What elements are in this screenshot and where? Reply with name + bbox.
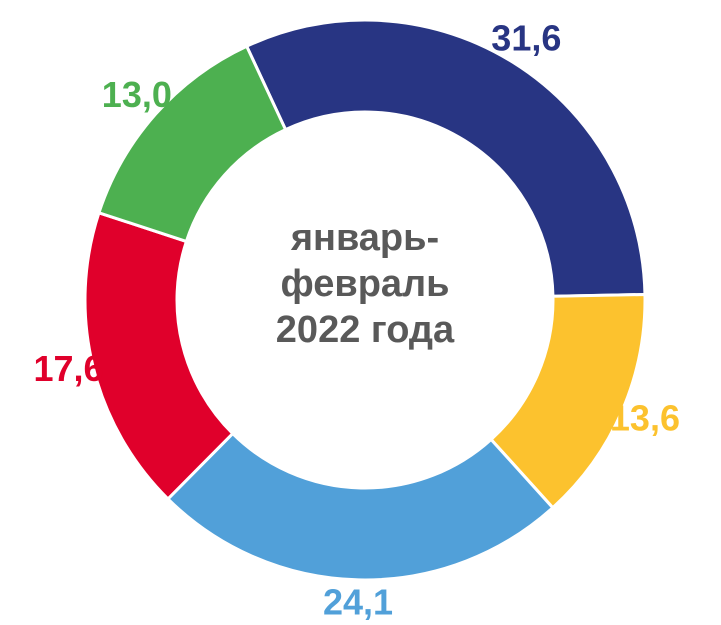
center-title: январь-февраль 2022 года (275, 217, 455, 351)
data-label: 13,6 (610, 398, 680, 439)
data-label: 17,6 (33, 348, 103, 389)
data-label: 24,1 (323, 581, 393, 622)
data-label: 13,0 (102, 74, 172, 115)
donut-segment (244, 18, 647, 298)
donut-segment (97, 44, 288, 244)
donut-segment (83, 210, 235, 502)
donut-segment (165, 431, 555, 582)
data-label: 31,6 (491, 18, 561, 59)
